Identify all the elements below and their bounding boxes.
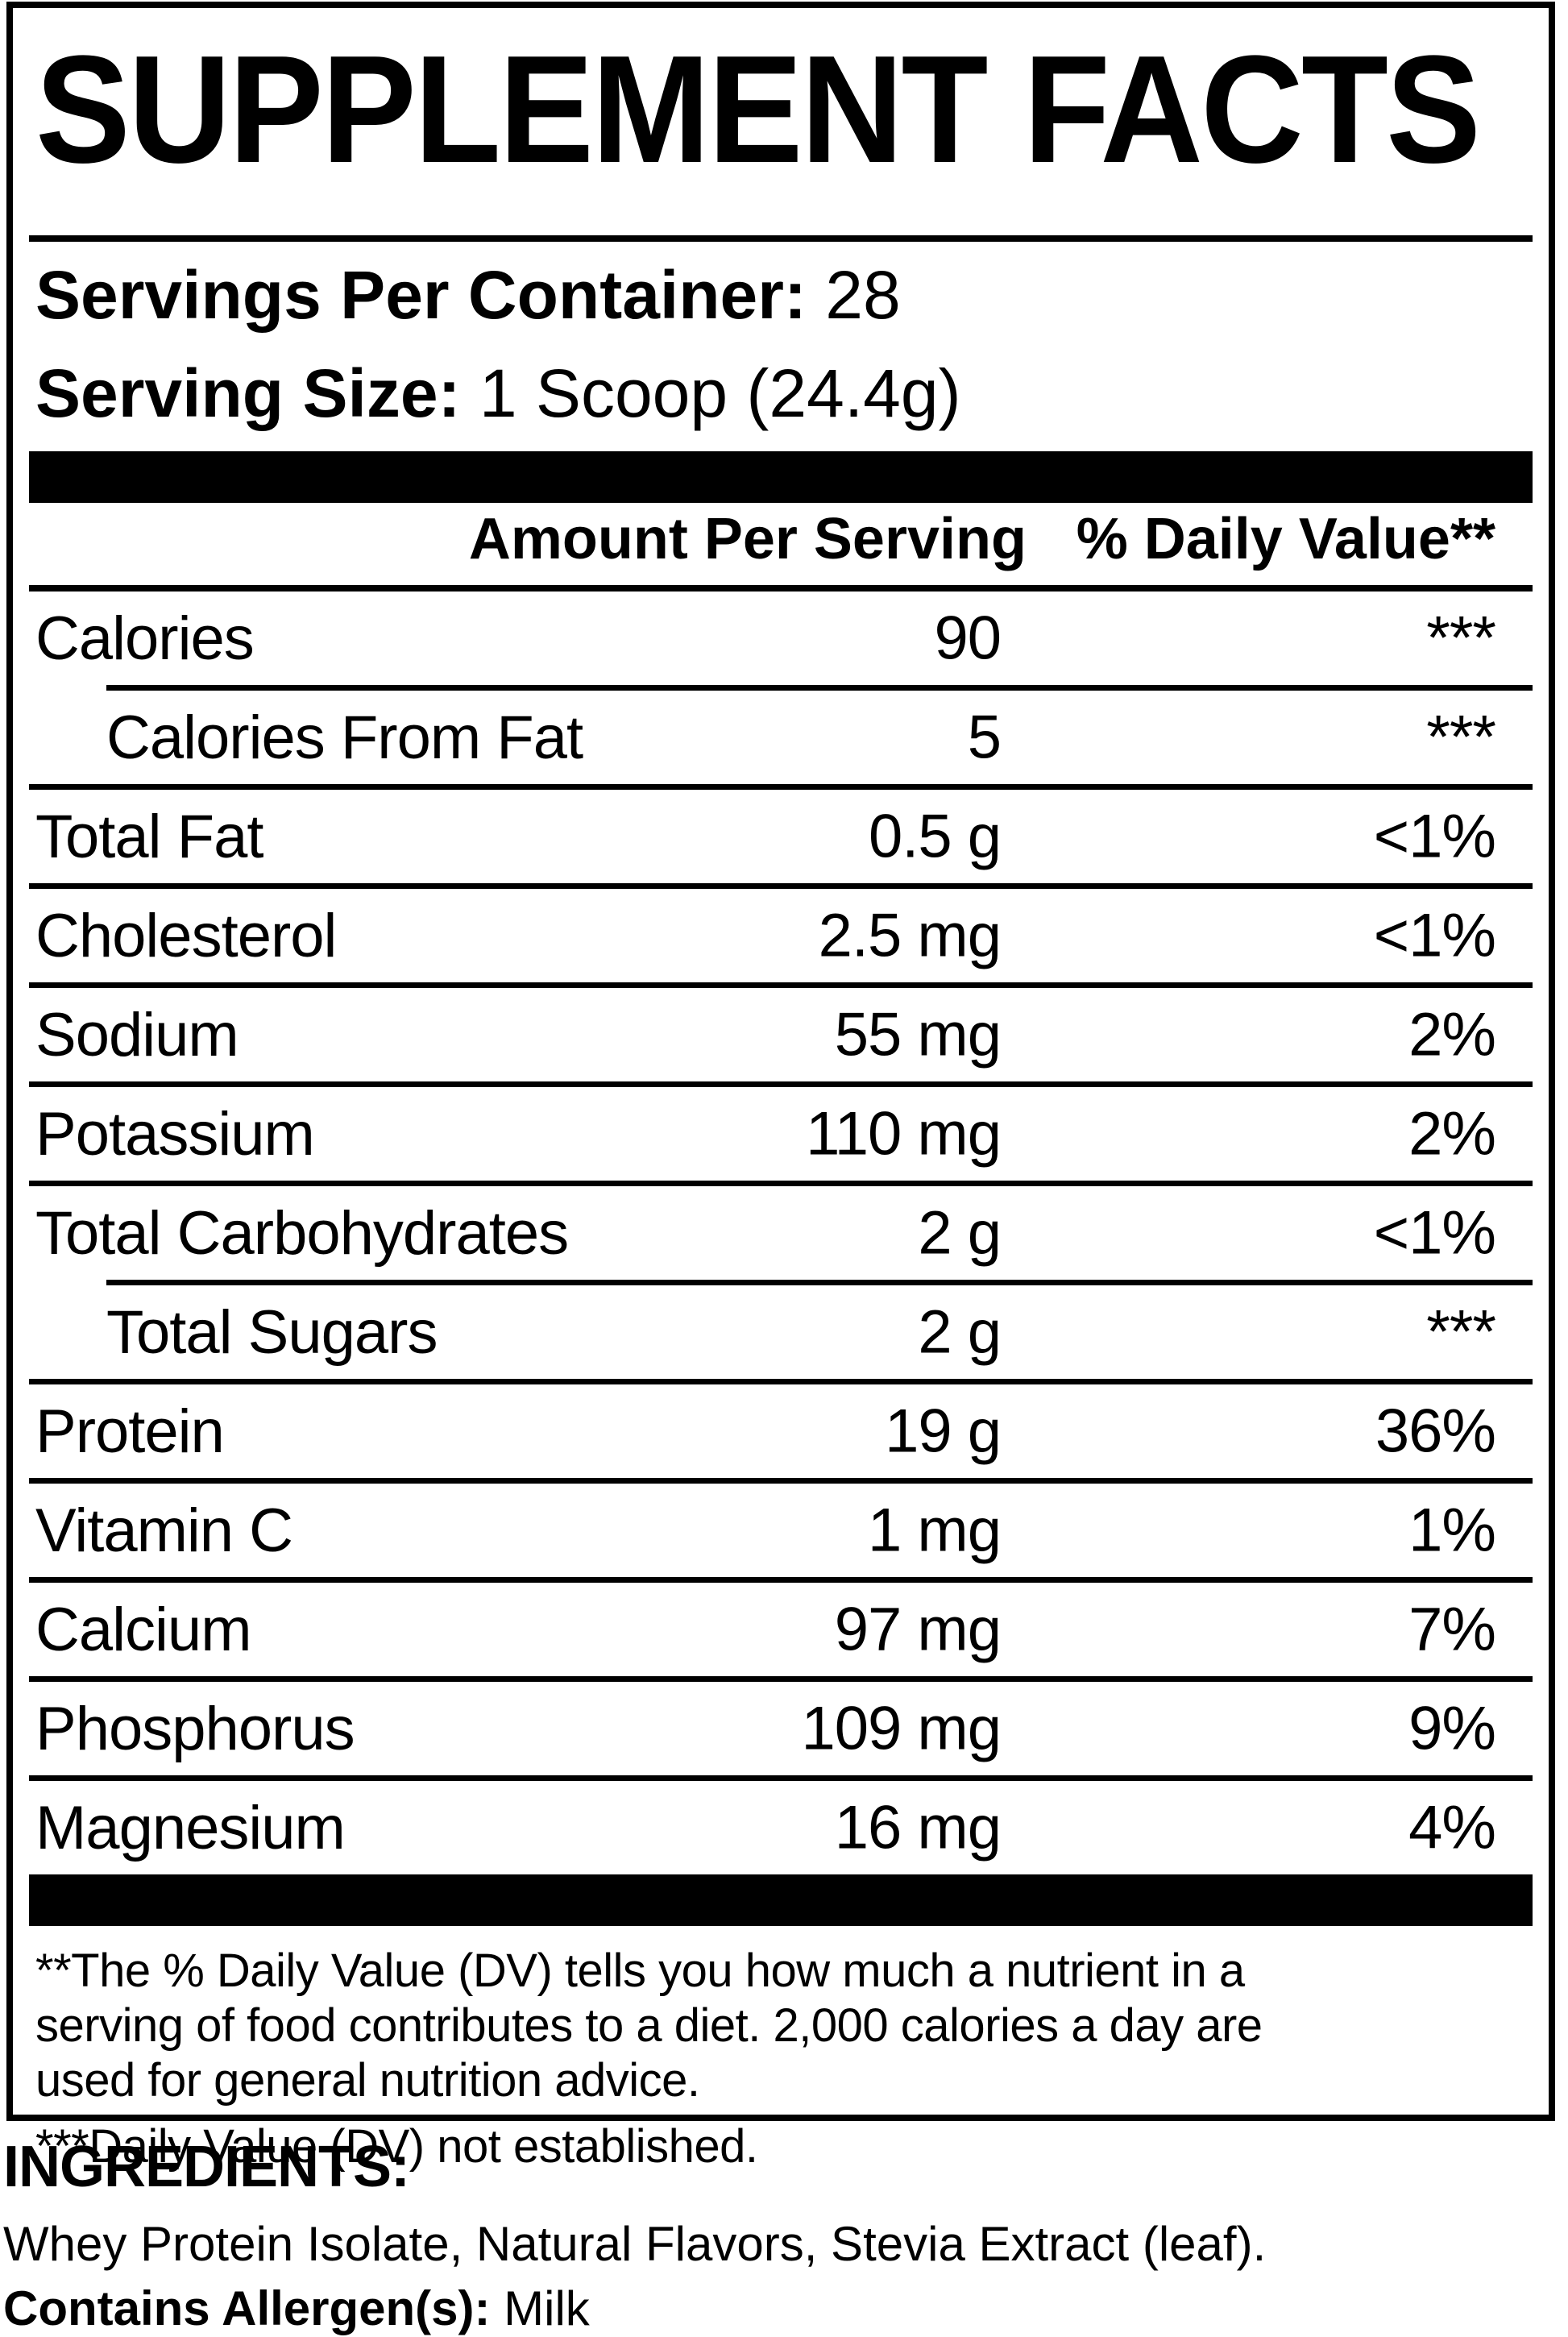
serving-size-label: Serving Size:	[35, 355, 461, 431]
row-divider	[29, 1775, 1533, 1781]
nutrient-name: Cholesterol	[35, 901, 337, 970]
nutrient-name: Total Fat	[35, 802, 263, 871]
nutrient-dv: 1%	[1408, 1496, 1496, 1565]
nutrient-dv: 9%	[1408, 1694, 1496, 1763]
nutrient-name: Protein	[35, 1397, 225, 1466]
nutrient-name: Calcium	[35, 1595, 251, 1664]
table-row: Calories 90 ***	[35, 592, 1526, 685]
nutrient-amount: 19 g	[885, 1397, 1002, 1466]
nutrient-amount: 0.5 g	[868, 802, 1002, 871]
nutrient-dv: <1%	[1373, 901, 1496, 970]
table-header-divider	[29, 585, 1533, 592]
nutrient-name: Total Carbohydrates	[35, 1198, 569, 1268]
nutrient-dv: 7%	[1408, 1595, 1496, 1664]
nutrient-name: Potassium	[35, 1099, 315, 1168]
page-title: SUPPLEMENT FACTS	[35, 29, 1526, 234]
panel-content: SUPPLEMENT FACTS Servings Per Container:…	[13, 29, 1549, 2173]
ingredients-section: INGREDIENTS: Whey Protein Isolate, Natur…	[3, 2136, 1565, 2337]
row-divider	[29, 982, 1533, 988]
nutrient-amount: 97 mg	[834, 1595, 1002, 1664]
nutrient-dv: ***	[1426, 604, 1496, 673]
supplement-facts-panel: SUPPLEMENT FACTS Servings Per Container:…	[6, 2, 1555, 2173]
nutrient-name: Calories	[35, 604, 255, 673]
nutrient-name: Total Sugars	[106, 1297, 438, 1367]
allergen-label: Contains Allergen(s):	[3, 2281, 491, 2335]
nutrient-amount: 5	[967, 703, 1002, 772]
servings-label: Servings Per Container:	[35, 257, 807, 333]
nutrient-name: Phosphorus	[35, 1694, 355, 1763]
nutrient-amount: 1 mg	[868, 1496, 1002, 1565]
daily-value-footnote: **The % Daily Value (DV) tells you how m…	[35, 1944, 1526, 2108]
nutrient-amount: 90	[934, 604, 1002, 673]
nutrient-name: Magnesium	[35, 1793, 346, 1862]
table-row: Vitamin C 1 mg 1%	[35, 1484, 1526, 1577]
footnote-line: serving of food contributes to a diet. 2…	[35, 1999, 1263, 2052]
allergen-line: Contains Allergen(s): Milk	[3, 2281, 1565, 2337]
nutrient-amount: 2 g	[918, 1297, 1002, 1367]
nutrient-amount: 55 mg	[834, 1000, 1002, 1069]
table-header: Amount Per Serving % Daily Value**	[35, 503, 1526, 585]
ingredients-heading: INGREDIENTS:	[3, 2135, 410, 2199]
title-divider	[29, 235, 1533, 242]
nutrient-amount: 2 g	[918, 1198, 1002, 1268]
table-row: Cholesterol 2.5 mg <1%	[35, 889, 1526, 982]
nutrient-dv: ***	[1426, 1297, 1496, 1367]
nutrient-dv: 2%	[1408, 1000, 1496, 1069]
row-divider	[29, 1181, 1533, 1186]
servings-per-container-line: Servings Per Container: 28	[35, 250, 1526, 340]
table-row: Total Carbohydrates 2 g <1%	[35, 1186, 1526, 1280]
nutrient-dv: <1%	[1373, 1198, 1496, 1268]
serving-size-value: 1 Scoop (24.4g)	[479, 355, 961, 431]
footnote-line: **The % Daily Value (DV) tells you how m…	[35, 1945, 1245, 1997]
nutrient-amount: 16 mg	[834, 1793, 1002, 1862]
table-row: Potassium 110 mg 2%	[35, 1087, 1526, 1181]
amount-per-serving-header: Amount Per Serving	[468, 507, 1027, 571]
row-divider	[29, 1081, 1533, 1087]
table-row: Phosphorus 109 mg 9%	[35, 1682, 1526, 1775]
row-divider	[29, 1478, 1533, 1484]
row-divider	[29, 784, 1533, 790]
nutrient-amount: 2.5 mg	[818, 901, 1002, 970]
header-black-bar	[29, 451, 1533, 503]
table-row: Total Sugars 2 g ***	[35, 1285, 1526, 1379]
nutrient-dv: <1%	[1373, 802, 1496, 871]
nutrient-amount: 109 mg	[801, 1694, 1002, 1763]
table-row: Calcium 97 mg 7%	[35, 1583, 1526, 1676]
nutrient-amount: 110 mg	[806, 1099, 1002, 1168]
servings-value: 28	[825, 257, 901, 333]
nutrient-name: Calories From Fat	[106, 703, 583, 772]
daily-value-header: % Daily Value**	[1076, 507, 1495, 571]
panel-title-text: SUPPLEMENT FACTS	[35, 24, 1481, 195]
nutrient-dv: 36%	[1375, 1397, 1496, 1466]
not-established-footnote: ***Daily Value (DV) not established.	[35, 2120, 758, 2173]
table-row: Protein 19 g 36%	[35, 1384, 1526, 1478]
row-divider	[106, 685, 1533, 691]
row-divider	[29, 1676, 1533, 1682]
row-divider	[29, 1577, 1533, 1583]
row-divider	[106, 1280, 1533, 1285]
serving-size-line: Serving Size: 1 Scoop (24.4g)	[35, 348, 1526, 438]
nutrient-dv: ***	[1426, 703, 1496, 772]
nutrient-dv: 4%	[1408, 1793, 1496, 1862]
row-divider	[29, 1379, 1533, 1384]
table-row: Total Fat 0.5 g <1%	[35, 790, 1526, 883]
table-row: Magnesium 16 mg 4%	[35, 1781, 1526, 1874]
ingredients-list: Whey Protein Isolate, Natural Flavors, S…	[3, 2217, 1267, 2271]
table-row: Calories From Fat 5 ***	[35, 691, 1526, 784]
allergen-value: Milk	[504, 2281, 590, 2335]
nutrient-name: Sodium	[35, 1000, 239, 1069]
row-divider	[29, 883, 1533, 889]
nutrient-dv: 2%	[1408, 1099, 1496, 1168]
nutrient-name: Vitamin C	[35, 1496, 293, 1565]
footer-black-bar	[29, 1874, 1533, 1926]
footnote-line: used for general nutrition advice.	[35, 2054, 700, 2107]
table-row: Sodium 55 mg 2%	[35, 988, 1526, 1081]
